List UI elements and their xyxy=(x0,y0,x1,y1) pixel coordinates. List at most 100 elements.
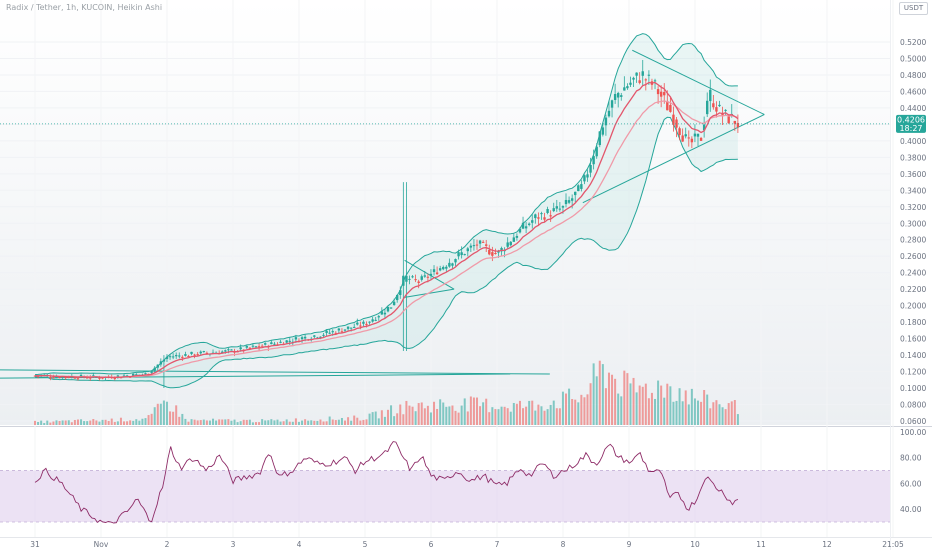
candle-body xyxy=(524,226,528,229)
candle-body xyxy=(417,281,420,283)
candle-body xyxy=(165,356,169,359)
volume-bar xyxy=(242,419,245,425)
volume-bar xyxy=(340,417,343,425)
candle-body xyxy=(178,355,181,357)
candle-body xyxy=(641,71,644,76)
price-axis[interactable]: 0.52000.50000.48000.46000.44000.42000.40… xyxy=(900,38,926,426)
candle-body xyxy=(313,335,316,337)
volume-bar xyxy=(681,401,684,425)
volume-bar xyxy=(172,411,175,425)
candle-body xyxy=(715,107,718,112)
volume-bar xyxy=(215,420,218,425)
candle-body xyxy=(174,355,178,357)
volume-bar xyxy=(159,403,162,425)
volume-bar xyxy=(110,418,113,425)
candle-body xyxy=(706,100,709,115)
volume-bar xyxy=(101,419,104,425)
candle-body xyxy=(601,127,605,135)
candle-body xyxy=(205,352,209,354)
volume-bar xyxy=(518,400,521,425)
volume-bar xyxy=(500,406,503,425)
candle-body xyxy=(457,252,460,257)
volume-bar xyxy=(116,421,119,425)
price-tick-label: 0.2800 xyxy=(900,236,926,245)
candle-body xyxy=(337,328,341,331)
volume-bar xyxy=(178,416,181,425)
candle-body xyxy=(629,82,632,85)
volume-bar xyxy=(703,390,706,425)
time-tick-label: 7 xyxy=(495,540,500,549)
volume-bar xyxy=(46,420,49,425)
candle-body xyxy=(675,119,678,128)
candle-body xyxy=(113,378,117,380)
volume-bar xyxy=(113,421,116,425)
candle-body xyxy=(534,214,537,219)
candle-body xyxy=(500,247,503,252)
volume-bar xyxy=(399,404,402,425)
volume-bar xyxy=(144,418,147,425)
candle-body xyxy=(399,290,402,296)
volume-bar xyxy=(586,394,589,425)
candle-body xyxy=(607,110,611,117)
price-tick-label: 0.1400 xyxy=(900,351,926,360)
rsi-tick-label: 60.00 xyxy=(900,479,922,488)
volume-bar xyxy=(190,419,193,425)
candle-body xyxy=(687,137,690,139)
candle-body xyxy=(273,343,276,345)
volume-bar xyxy=(70,422,73,425)
candle-body xyxy=(635,72,638,76)
volume-bar xyxy=(693,398,696,425)
candle-body xyxy=(426,276,430,278)
volume-bar xyxy=(67,420,70,425)
time-axis[interactable]: 31 Nov 2 3 4 5 6 7 8 9 10 11 12 21:05 xyxy=(30,540,904,549)
candle-body xyxy=(736,122,740,128)
volume-bar xyxy=(331,419,334,425)
candle-body xyxy=(377,316,380,318)
candle-body xyxy=(690,138,694,143)
volume-bar xyxy=(119,417,122,425)
candle-body xyxy=(224,350,227,352)
candle-body xyxy=(527,223,531,225)
volume-bar xyxy=(153,407,156,425)
volume-bar xyxy=(635,392,638,425)
volume-bar xyxy=(654,398,657,425)
volume-bar xyxy=(40,420,43,425)
volume-bar xyxy=(558,408,561,425)
candle-body xyxy=(260,345,264,347)
volume-bar xyxy=(98,421,101,425)
candle-body xyxy=(73,377,77,379)
currency-button[interactable]: USDT xyxy=(899,2,928,15)
candle-body xyxy=(285,340,288,343)
volume-bar xyxy=(607,372,610,425)
volume-bar xyxy=(390,405,393,425)
volume-bar xyxy=(638,385,641,425)
candle-body xyxy=(463,254,466,256)
volume-bar xyxy=(448,406,451,425)
volume-bar xyxy=(696,400,699,425)
volume-bar xyxy=(715,400,718,425)
volume-bar xyxy=(325,421,328,425)
volume-bar xyxy=(718,404,721,425)
candle-body xyxy=(202,351,206,353)
volume-bar xyxy=(371,412,374,425)
candle-body xyxy=(570,198,574,201)
volume-bar xyxy=(377,418,380,425)
volume-bar xyxy=(49,422,52,425)
volume-bar xyxy=(80,419,83,425)
candle-body xyxy=(583,175,586,182)
volume-bar xyxy=(571,399,574,425)
candle-body xyxy=(724,109,727,111)
volume-bar xyxy=(730,401,733,425)
candle-body xyxy=(537,217,540,219)
candle-body xyxy=(162,359,166,362)
volume-bar xyxy=(196,420,199,425)
candle-body xyxy=(699,137,703,141)
volume-bar xyxy=(347,417,350,425)
volume-bar xyxy=(565,393,568,425)
grid xyxy=(0,0,894,537)
volume-bar xyxy=(374,411,377,425)
volume-bar xyxy=(285,419,288,425)
volume-bar xyxy=(221,419,224,425)
candle-body xyxy=(365,323,368,325)
